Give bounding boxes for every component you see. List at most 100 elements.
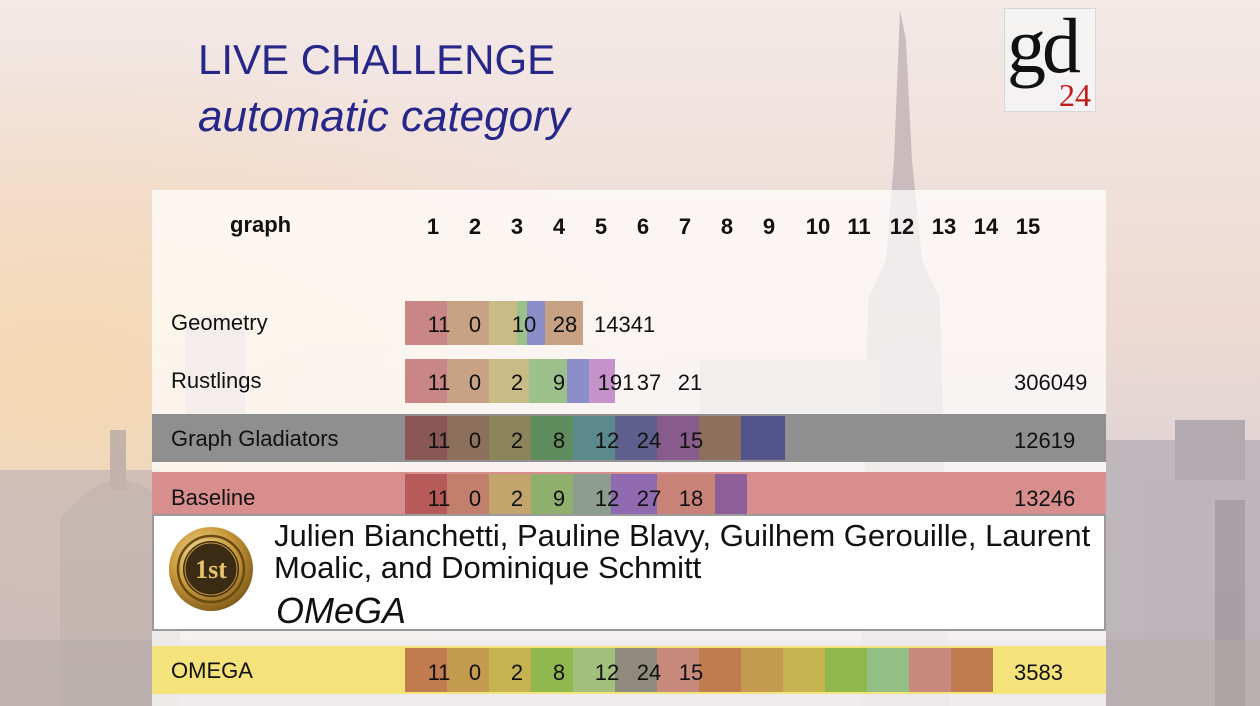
score-value: 8 — [552, 660, 566, 685]
column-header-5: 5 — [594, 214, 608, 239]
score-bar-segment — [489, 359, 529, 403]
score-bar-segment — [531, 416, 573, 460]
score-value: 24 — [636, 428, 662, 453]
score-value: 9 — [552, 486, 566, 511]
score-bar-segment — [699, 648, 741, 692]
row-total: 3583 — [1014, 660, 1063, 685]
logo-year-text: 24 — [1059, 77, 1091, 113]
score-value: 11 — [427, 486, 451, 511]
score-value: 27 — [636, 486, 662, 511]
column-header-3: 3 — [510, 214, 524, 239]
gd24-logo: gd 24 — [1004, 2, 1096, 113]
score-bar-segment — [715, 474, 747, 518]
row-total: 306049 — [1014, 370, 1088, 395]
score-value: 15 — [678, 428, 704, 453]
score-bar-segment — [699, 416, 741, 460]
column-header-4: 4 — [552, 214, 566, 239]
score-bar-segment — [589, 359, 615, 403]
score-value: 11 — [427, 428, 451, 453]
score-value: 28 — [552, 312, 578, 337]
score-bar-segment — [573, 474, 611, 518]
score-bar-segment — [405, 359, 447, 403]
score-bar-segment — [405, 648, 447, 692]
column-header-1: 1 — [426, 214, 440, 239]
score-value: 14341 — [594, 312, 656, 337]
row-name-geometry: Geometry — [171, 310, 268, 335]
score-bar-segment — [825, 648, 867, 692]
score-value: 2 — [510, 660, 524, 685]
score-bar-segment — [545, 301, 583, 345]
row-name-graph-gladiators: Graph Gladiators — [171, 426, 339, 451]
score-value: 2 — [510, 428, 524, 453]
score-bar-segment — [783, 648, 825, 692]
score-value: 12 — [594, 660, 620, 685]
score-bar-segment — [447, 301, 489, 345]
score-bar-segment — [447, 359, 489, 403]
slide-title: LIVE CHALLENGE — [198, 36, 556, 83]
score-bar-segment — [527, 301, 545, 345]
score-bar-segment — [573, 648, 615, 692]
score-value: 0 — [468, 370, 482, 395]
row-name-baseline: Baseline — [171, 485, 256, 510]
score-bar-segment — [615, 648, 657, 692]
score-value: 10 — [511, 312, 537, 337]
column-header-10: 10 — [805, 214, 831, 239]
score-bar-segment — [447, 416, 489, 460]
column-header-13: 13 — [931, 214, 957, 239]
column-header-2: 2 — [468, 214, 482, 239]
score-bar-segment — [657, 474, 715, 518]
winner-announcement-popup: 1st Julien Bianchetti, Pauline Blavy, Gu… — [152, 514, 1106, 631]
score-value: 18 — [678, 486, 704, 511]
column-header-15: 15 — [1015, 214, 1041, 239]
score-value: 11 — [427, 312, 451, 337]
score-value: 2 — [510, 370, 524, 395]
score-bar-segment — [657, 648, 699, 692]
column-header-7: 7 — [678, 214, 692, 239]
score-bar-segment — [531, 648, 573, 692]
score-bar-segment — [489, 416, 531, 460]
winner-authors: Julien Bianchetti, Pauline Blavy, Guilhe… — [274, 518, 1091, 585]
row-name-rustlings: Rustlings — [171, 368, 262, 393]
column-header-11: 11 — [847, 214, 871, 239]
score-bar-segment — [517, 301, 527, 345]
score-bar-segment — [405, 301, 447, 345]
score-bar-segment — [405, 416, 447, 460]
score-bar-segment — [489, 474, 531, 518]
score-bar-segment — [867, 648, 909, 692]
score-value: 12 — [594, 486, 620, 511]
logo-main-text: gd — [1007, 2, 1081, 89]
first-place-medal-icon: 1st — [169, 527, 253, 611]
column-header-6: 6 — [636, 214, 650, 239]
score-bar-segment — [615, 416, 657, 460]
row-name-omega: OMEGA — [171, 658, 253, 683]
score-value: 191 — [597, 370, 635, 395]
score-value: 2 — [510, 486, 524, 511]
score-bar-segment — [531, 474, 573, 518]
score-value: 9 — [552, 370, 566, 395]
score-value: 15 — [678, 660, 704, 685]
score-bar-segment — [489, 301, 517, 345]
score-value: 11 — [427, 660, 451, 685]
score-bar-segment — [741, 416, 785, 460]
row-total: 13246 — [1014, 486, 1076, 511]
score-bar-segment — [573, 416, 615, 460]
score-value: 12 — [594, 428, 620, 453]
winner-team-name: OMeGA — [276, 590, 407, 631]
column-header-8: 8 — [720, 214, 734, 239]
score-value: 0 — [468, 312, 482, 337]
slide-subtitle: automatic category — [198, 92, 570, 141]
score-bar-segment — [909, 648, 951, 692]
score-value: 0 — [468, 486, 482, 511]
score-value: 37 — [636, 370, 662, 395]
row-total: 12619 — [1014, 428, 1076, 453]
score-value: 24 — [636, 660, 662, 685]
score-value: 0 — [468, 428, 482, 453]
score-bar-segment — [447, 648, 489, 692]
score-value: 21 — [677, 370, 703, 395]
score-value: 0 — [468, 660, 482, 685]
column-header-14: 14 — [973, 214, 999, 239]
score-value: 11 — [427, 370, 451, 395]
graph-column-header: graph — [230, 212, 292, 237]
score-bar-segment — [447, 474, 489, 518]
column-header-9: 9 — [762, 214, 776, 239]
